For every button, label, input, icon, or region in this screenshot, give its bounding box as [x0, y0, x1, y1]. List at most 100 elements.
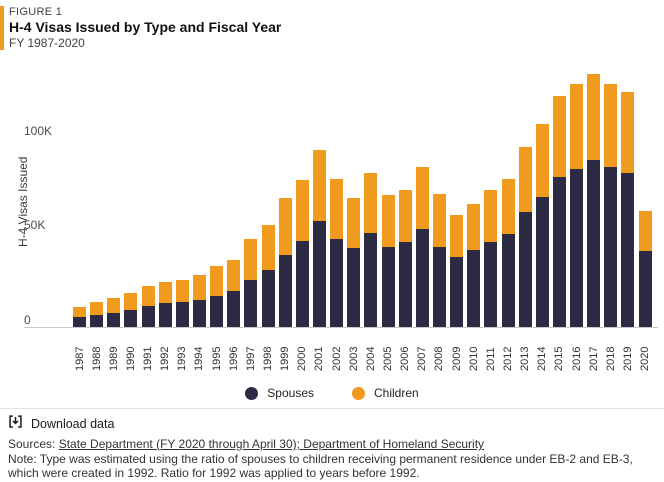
bar-1988-children[interactable]	[90, 302, 104, 315]
bar-1994-children[interactable]	[192, 274, 206, 300]
bar-2019[interactable]	[621, 92, 635, 327]
bar-1992-spouses[interactable]	[158, 303, 172, 327]
bar-2000-spouses[interactable]	[295, 240, 309, 327]
bar-2000[interactable]	[295, 180, 309, 327]
bar-2008[interactable]	[432, 194, 446, 327]
bar-2005[interactable]	[381, 195, 395, 327]
bar-1998[interactable]	[261, 224, 275, 327]
bar-1999-spouses[interactable]	[278, 255, 292, 327]
bar-2007-children[interactable]	[415, 166, 429, 229]
bar-2003-spouses[interactable]	[347, 248, 361, 327]
bar-2015[interactable]	[552, 95, 566, 327]
bar-2006-children[interactable]	[398, 189, 412, 242]
bar-1987-children[interactable]	[73, 307, 86, 317]
bar-1987[interactable]	[73, 307, 86, 327]
bar-1996-spouses[interactable]	[227, 291, 241, 327]
bar-1989-children[interactable]	[107, 297, 121, 313]
bar-2018[interactable]	[604, 83, 618, 327]
bar-2013[interactable]	[518, 147, 532, 327]
bar-1995-spouses[interactable]	[210, 295, 224, 327]
bar-1997[interactable]	[244, 238, 258, 327]
bar-2019-children[interactable]	[621, 92, 635, 173]
bar-1999[interactable]	[278, 198, 292, 327]
bar-2012-spouses[interactable]	[501, 234, 515, 327]
bar-2010[interactable]	[467, 203, 481, 327]
bar-2019-spouses[interactable]	[621, 172, 635, 327]
bar-2011-children[interactable]	[484, 189, 498, 242]
bar-2011[interactable]	[484, 189, 498, 327]
bar-2018-spouses[interactable]	[604, 166, 618, 327]
bar-1995[interactable]	[210, 266, 224, 327]
bar-2020-children[interactable]	[638, 210, 652, 252]
bar-2002-spouses[interactable]	[330, 238, 344, 327]
bar-1990-children[interactable]	[124, 292, 138, 310]
bar-1998-spouses[interactable]	[261, 270, 275, 327]
bar-1990[interactable]	[124, 292, 138, 327]
bar-2002[interactable]	[330, 179, 344, 327]
bar-1993-children[interactable]	[175, 279, 189, 303]
bar-1996-children[interactable]	[227, 259, 241, 292]
bar-2007[interactable]	[415, 166, 429, 327]
bar-1998-children[interactable]	[261, 224, 275, 271]
bar-2009-spouses[interactable]	[450, 256, 464, 327]
bar-2005-spouses[interactable]	[381, 247, 395, 327]
bar-2012-children[interactable]	[501, 179, 515, 235]
bar-2018-children[interactable]	[604, 83, 618, 167]
bar-2008-spouses[interactable]	[432, 246, 446, 327]
bar-1997-children[interactable]	[244, 238, 258, 280]
bar-2001[interactable]	[312, 149, 326, 327]
bar-1990-spouses[interactable]	[124, 309, 138, 327]
bar-2004[interactable]	[364, 172, 378, 327]
bar-2020-spouses[interactable]	[638, 251, 652, 327]
bar-2002-children[interactable]	[330, 179, 344, 239]
bar-2001-children[interactable]	[312, 149, 326, 221]
bar-1988-spouses[interactable]	[90, 314, 104, 327]
bar-1991[interactable]	[141, 286, 155, 327]
bar-2003[interactable]	[347, 198, 361, 327]
bar-1994[interactable]	[192, 274, 206, 327]
bar-2011-spouses[interactable]	[484, 241, 498, 327]
bar-2016[interactable]	[570, 83, 584, 327]
bar-2017[interactable]	[587, 74, 601, 327]
bar-2015-children[interactable]	[552, 95, 566, 178]
bar-2001-spouses[interactable]	[312, 220, 326, 327]
bar-2004-children[interactable]	[364, 172, 378, 234]
bar-2017-children[interactable]	[587, 74, 601, 161]
bar-2012[interactable]	[501, 179, 515, 327]
bar-1989-spouses[interactable]	[107, 312, 121, 327]
bar-2005-children[interactable]	[381, 195, 395, 248]
bar-2008-children[interactable]	[432, 194, 446, 247]
bar-1993[interactable]	[175, 279, 189, 327]
bar-1991-spouses[interactable]	[141, 306, 155, 327]
download-data-button[interactable]: Download data	[8, 414, 114, 434]
bar-1999-children[interactable]	[278, 198, 292, 256]
bar-2013-children[interactable]	[518, 147, 532, 213]
bar-2007-spouses[interactable]	[415, 228, 429, 327]
bar-1994-spouses[interactable]	[192, 299, 206, 327]
bar-1996[interactable]	[227, 259, 241, 327]
bar-1992-children[interactable]	[158, 281, 172, 304]
sources-links[interactable]: State Department (FY 2020 through April …	[58, 437, 485, 451]
bar-2006-spouses[interactable]	[398, 241, 412, 327]
bar-2016-spouses[interactable]	[570, 168, 584, 327]
bar-2020[interactable]	[638, 210, 652, 327]
bar-2000-children[interactable]	[295, 180, 309, 241]
bar-2014-spouses[interactable]	[535, 197, 549, 327]
bar-2009[interactable]	[450, 215, 464, 327]
bar-2010-children[interactable]	[467, 203, 481, 251]
bar-1997-spouses[interactable]	[244, 279, 258, 327]
bar-2015-spouses[interactable]	[552, 177, 566, 327]
bar-2013-spouses[interactable]	[518, 212, 532, 327]
bar-1988[interactable]	[90, 302, 104, 327]
bar-1992[interactable]	[158, 281, 172, 327]
bar-1989[interactable]	[107, 297, 121, 327]
bar-2010-spouses[interactable]	[467, 250, 481, 327]
bar-1987-spouses[interactable]	[73, 316, 86, 327]
bar-2014-children[interactable]	[535, 124, 549, 198]
bar-2014[interactable]	[535, 124, 549, 327]
bar-2016-children[interactable]	[570, 83, 584, 169]
bar-2006[interactable]	[398, 189, 412, 327]
bar-2003-children[interactable]	[347, 198, 361, 249]
bar-1991-children[interactable]	[141, 286, 155, 307]
bar-1995-children[interactable]	[210, 266, 224, 296]
